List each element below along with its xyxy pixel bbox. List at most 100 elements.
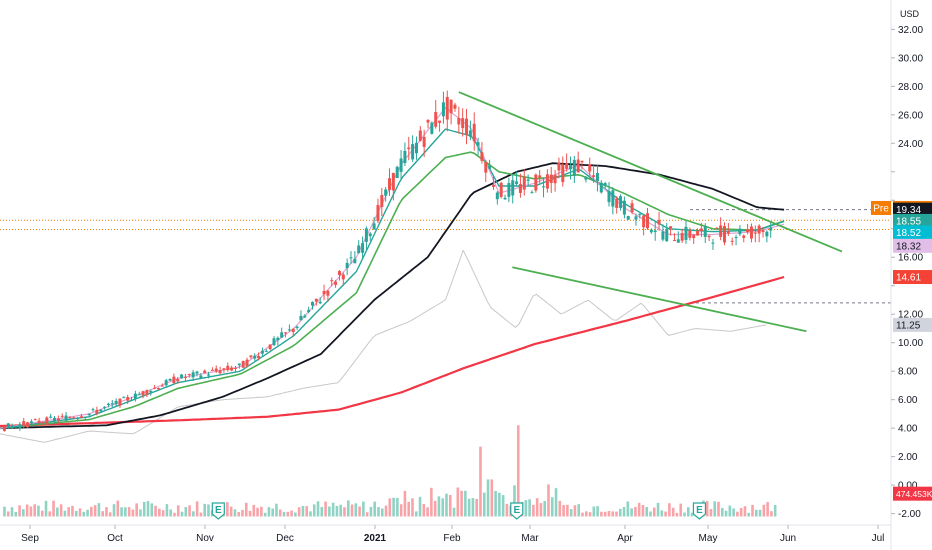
volume-bar [649,511,652,517]
candle-body [499,182,503,197]
volume-bar [14,511,18,517]
volume-bar [25,504,29,517]
volume-bar [71,505,74,517]
candle-body [441,102,445,117]
candle-body [64,415,68,421]
candle-body [680,233,684,241]
volume-bar [241,509,244,517]
price-tick-label: 32.00 [898,25,923,36]
candle-body [257,355,261,359]
volume-bar [380,508,384,517]
candle-body [453,104,457,109]
volume-bar [339,504,342,517]
volume-bar [418,496,422,517]
candle-body [461,118,465,129]
candle-body [672,240,676,242]
candle-body [468,130,472,137]
candle-body [595,173,599,182]
price-tick-label: 16.00 [898,253,923,264]
volume-bar [320,507,324,517]
volume-bar [195,501,199,517]
candle-body [264,350,268,352]
candle-body [14,425,18,428]
volume-bar [392,497,395,517]
volume-bar [286,511,290,517]
volume-bar [267,507,271,517]
volume-bar [626,501,630,517]
volume-bar [199,512,203,517]
candle-body [568,165,572,170]
volume-bar [720,507,724,517]
volume-bar [358,506,361,517]
candle-body [230,367,234,371]
candle-body [368,233,372,237]
candle-body [272,338,276,346]
volume-bar [282,511,286,517]
candle-body [41,422,45,424]
volume-bar [22,509,25,517]
volume-bar [535,498,539,517]
earnings-marker: E [510,502,524,520]
volume-bar [611,511,615,517]
volume-bar [773,505,777,517]
candle-body [22,421,26,426]
volume-bar [116,500,120,517]
volume-bar [139,509,142,517]
volume-bar [603,511,607,517]
candle-body [103,406,107,408]
candle-body [145,390,149,395]
volume-bar [256,507,259,517]
candle-body [53,417,57,421]
candle-body [619,196,623,208]
earnings-marker: E [692,502,707,520]
volume-bar [414,511,418,517]
time-tick-label: Jun [780,533,796,544]
ma-200-line [0,275,785,428]
candle-body [649,229,653,233]
candle-body [495,192,499,200]
candle-body [734,237,738,239]
volume-bar [180,511,184,517]
volume-bar [226,502,229,517]
volume-bar [573,505,577,517]
candle-body [99,409,103,412]
ma-10-line [0,128,785,429]
volume-bar [558,500,562,517]
volume-bar [260,506,263,517]
candle-body [95,409,99,414]
candle-body [260,350,264,354]
time-tick-label: Sep [21,533,39,544]
candle-body [218,370,222,374]
candle-body [164,380,168,386]
volume-bar [460,490,463,517]
volume-bar [108,512,112,517]
volume-bars [3,425,777,517]
candle-body [303,315,307,318]
volume-bar [596,506,599,517]
volume-bar [124,507,127,517]
candle-body [522,176,526,190]
volume-bar [388,498,392,517]
trend-line [512,266,807,333]
volume-bar [59,504,63,517]
candle-body [507,183,511,197]
volume-bar [433,500,437,517]
candle-body [130,399,134,401]
candle-body [291,328,295,333]
volume-bar [37,505,40,517]
volume-bar [437,496,441,517]
candle-body [49,416,53,418]
candle-body [214,368,218,372]
price-badge-value: 474.453K [896,489,932,499]
candle-body [688,230,692,238]
candle-body [407,147,411,150]
candle-body [391,172,395,191]
candle-body [491,184,495,187]
volume-bar [562,505,565,517]
candle-body [337,271,341,276]
candle-body [326,290,330,296]
volume-bar [309,511,312,517]
volume-bar [56,507,59,517]
